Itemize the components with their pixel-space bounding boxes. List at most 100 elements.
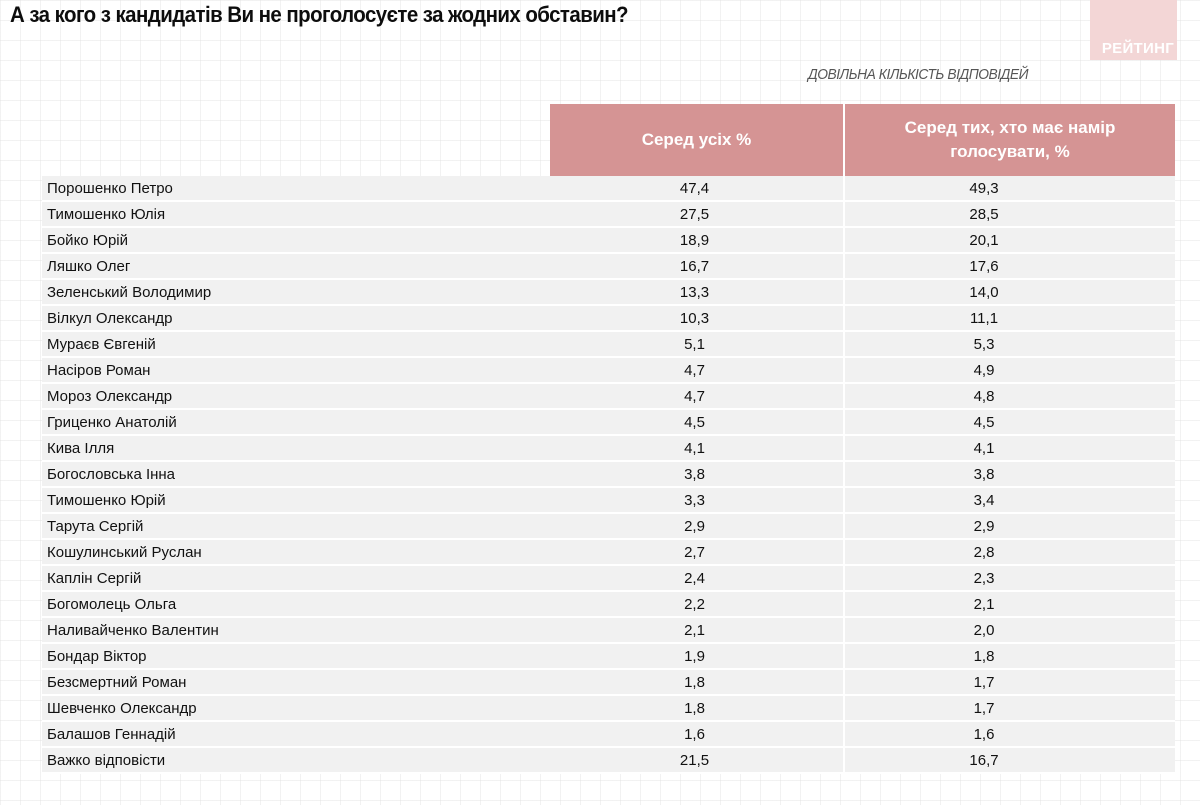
candidate-name: Насіров Роман [42, 358, 550, 384]
value-all: 1,8 [550, 696, 845, 722]
subtitle-note: ДОВІЛЬНА КІЛЬКІСТЬ ВІДПОВІДЕЙ [808, 66, 1029, 83]
value-all: 27,5 [550, 202, 845, 228]
table-row: Важко відповісти 21,5 16,7 [42, 748, 1175, 774]
table-row: Зеленський Володимир 13,3 14,0 [42, 280, 1175, 306]
table-row: Бондар Віктор 1,9 1,8 [42, 644, 1175, 670]
value-voters: 2,9 [845, 514, 1175, 540]
candidate-name: Вілкул Олександр [42, 306, 550, 332]
value-voters: 1,7 [845, 670, 1175, 696]
candidate-name: Зеленський Володимир [42, 280, 550, 306]
value-all: 4,7 [550, 384, 845, 410]
value-voters: 14,0 [845, 280, 1175, 306]
rating-logo: РЕЙТИНГ [1090, 0, 1177, 60]
candidate-name: Гриценко Анатолій [42, 410, 550, 436]
candidate-name: Кошулинський Руслан [42, 540, 550, 566]
value-all: 1,6 [550, 722, 845, 748]
results-table: Серед усіх % Серед тих, хто має намір го… [42, 104, 1175, 774]
candidate-name: Порошенко Петро [42, 176, 550, 202]
table-row: Гриценко Анатолій 4,5 4,5 [42, 410, 1175, 436]
value-voters: 17,6 [845, 254, 1175, 280]
value-all: 4,1 [550, 436, 845, 462]
candidate-name: Тимошенко Юлія [42, 202, 550, 228]
candidate-name: Мураєв Євгеній [42, 332, 550, 358]
table-row: Балашов Геннадій 1,6 1,6 [42, 722, 1175, 748]
value-voters: 2,0 [845, 618, 1175, 644]
value-all: 3,3 [550, 488, 845, 514]
value-all: 3,8 [550, 462, 845, 488]
table-row: Богословська Інна 3,8 3,8 [42, 462, 1175, 488]
candidate-name: Важко відповісти [42, 748, 550, 774]
candidate-name: Шевченко Олександр [42, 696, 550, 722]
value-all: 2,1 [550, 618, 845, 644]
value-voters: 3,8 [845, 462, 1175, 488]
table-row: Мураєв Євгеній 5,1 5,3 [42, 332, 1175, 358]
candidate-name: Мороз Олександр [42, 384, 550, 410]
table-row: Тимошенко Юлія 27,5 28,5 [42, 202, 1175, 228]
table-row: Наливайченко Валентин 2,1 2,0 [42, 618, 1175, 644]
value-all: 5,1 [550, 332, 845, 358]
value-all: 2,7 [550, 540, 845, 566]
value-voters: 5,3 [845, 332, 1175, 358]
value-all: 4,5 [550, 410, 845, 436]
value-voters: 4,8 [845, 384, 1175, 410]
table-row: Кива Ілля 4,1 4,1 [42, 436, 1175, 462]
value-voters: 28,5 [845, 202, 1175, 228]
table-row: Бойко Юрій 18,9 20,1 [42, 228, 1175, 254]
header-likely-voters: Серед тих, хто має намір голосувати, % [845, 104, 1175, 176]
table-row: Тарута Сергій 2,9 2,9 [42, 514, 1175, 540]
candidate-name: Наливайченко Валентин [42, 618, 550, 644]
table-row: Порошенко Петро 47,4 49,3 [42, 176, 1175, 202]
value-all: 2,2 [550, 592, 845, 618]
value-voters: 16,7 [845, 748, 1175, 774]
table-row: Кошулинський Руслан 2,7 2,8 [42, 540, 1175, 566]
candidate-name: Богословська Інна [42, 462, 550, 488]
value-voters: 1,8 [845, 644, 1175, 670]
candidate-name: Кива Ілля [42, 436, 550, 462]
table-row: Каплін Сергій 2,4 2,3 [42, 566, 1175, 592]
candidate-name: Бойко Юрій [42, 228, 550, 254]
candidate-name: Богомолець Ольга [42, 592, 550, 618]
candidate-name: Балашов Геннадій [42, 722, 550, 748]
candidate-name: Бондар Віктор [42, 644, 550, 670]
value-all: 18,9 [550, 228, 845, 254]
table-row: Ляшко Олег 16,7 17,6 [42, 254, 1175, 280]
candidate-name: Ляшко Олег [42, 254, 550, 280]
value-voters: 1,6 [845, 722, 1175, 748]
value-voters: 2,3 [845, 566, 1175, 592]
value-voters: 2,1 [845, 592, 1175, 618]
candidate-name: Безсмертний Роман [42, 670, 550, 696]
candidate-name: Тимошенко Юрій [42, 488, 550, 514]
header-blank [42, 104, 550, 176]
value-voters: 11,1 [845, 306, 1175, 332]
value-all: 1,9 [550, 644, 845, 670]
value-voters: 49,3 [845, 176, 1175, 202]
value-all: 2,9 [550, 514, 845, 540]
value-all: 47,4 [550, 176, 845, 202]
value-voters: 4,9 [845, 358, 1175, 384]
candidate-name: Тарута Сергій [42, 514, 550, 540]
page-title: А за кого з кандидатів Ви не проголосуєт… [10, 2, 629, 27]
table-row: Мороз Олександр 4,7 4,8 [42, 384, 1175, 410]
table-body: Порошенко Петро 47,4 49,3 Тимошенко Юлія 27,… [42, 176, 1175, 774]
value-voters: 2,8 [845, 540, 1175, 566]
value-all: 16,7 [550, 254, 845, 280]
table-row: Насіров Роман 4,7 4,9 [42, 358, 1175, 384]
value-all: 2,4 [550, 566, 845, 592]
logo-text: РЕЙТИНГ [1101, 40, 1174, 57]
candidate-name: Каплін Сергій [42, 566, 550, 592]
header-row: Серед усіх % Серед тих, хто має намір го… [42, 104, 1175, 176]
value-voters: 4,5 [845, 410, 1175, 436]
value-all: 21,5 [550, 748, 845, 774]
value-voters: 3,4 [845, 488, 1175, 514]
header-all-respondents: Серед усіх % [550, 104, 845, 176]
table-row: Вілкул Олександр 10,3 11,1 [42, 306, 1175, 332]
value-voters: 1,7 [845, 696, 1175, 722]
table-row: Безсмертний Роман 1,8 1,7 [42, 670, 1175, 696]
value-voters: 4,1 [845, 436, 1175, 462]
table-row: Тимошенко Юрій 3,3 3,4 [42, 488, 1175, 514]
value-voters: 20,1 [845, 228, 1175, 254]
value-all: 1,8 [550, 670, 845, 696]
value-all: 4,7 [550, 358, 845, 384]
table-row: Богомолець Ольга 2,2 2,1 [42, 592, 1175, 618]
table-row: Шевченко Олександр 1,8 1,7 [42, 696, 1175, 722]
